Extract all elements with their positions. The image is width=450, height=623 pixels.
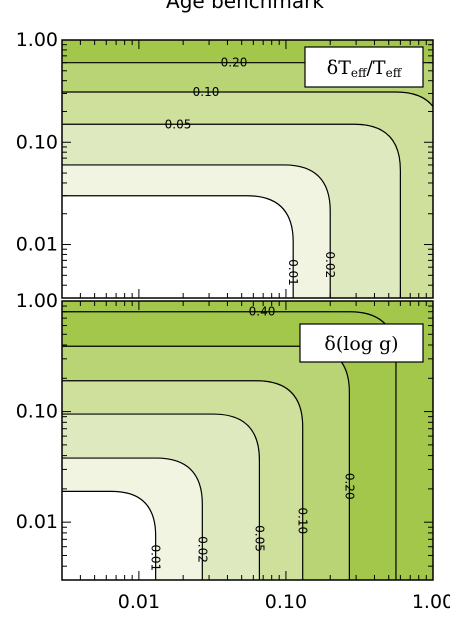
- contour-label-0.20: 0.20: [221, 56, 248, 70]
- contour-line-0.10: [62, 91, 433, 108]
- contour-line-0.02: [62, 457, 203, 580]
- contour-band-0.01: [62, 195, 294, 298]
- contour-line-0.10: [62, 380, 304, 580]
- panel-teff: 0.01 0.02 0.05 0.10 0.20 0.01 0.10 1.00 δTeff/Te…: [16, 29, 434, 299]
- figure-title: Age benchmark: [166, 0, 324, 13]
- x-tick-label: 0.10: [265, 591, 307, 613]
- panel-label-box: [299, 323, 424, 363]
- panel-label-box: [304, 46, 424, 88]
- contour-label-0.40: 0.40: [249, 305, 276, 319]
- contour-label-0.10: 0.10: [296, 507, 310, 534]
- contour-label-0.05: 0.05: [252, 525, 266, 552]
- contour-label-0.02: 0.02: [195, 536, 209, 563]
- panel-label: δ(log g): [324, 333, 398, 355]
- panel-logg: 0.01 0.02 0.05 0.10 0.20 0.40 0.01 0.10 1.00 0.01…: [16, 290, 450, 613]
- y-tick-label: 0.01: [16, 234, 58, 256]
- panel-frame: [61, 39, 434, 299]
- y-tick-label: 0.10: [16, 131, 58, 153]
- contour-label-0.02: 0.02: [323, 251, 337, 278]
- x-tick-label: 0.01: [118, 591, 160, 613]
- y-tick-label: 0.01: [16, 511, 58, 533]
- contour-line-0.01: [62, 195, 294, 298]
- y-tick-label: 1.00: [16, 29, 58, 51]
- contour-line-0.05: [62, 413, 261, 580]
- contour-label-0.05: 0.05: [165, 117, 192, 131]
- contour-label-0.20: 0.20: [342, 473, 356, 500]
- contour-line-0.02: [62, 164, 331, 298]
- panel-frame: [61, 300, 434, 581]
- y-tick-label: 1.00: [16, 290, 58, 312]
- x-tick-label: 1.00: [412, 591, 450, 613]
- contour-label-0.01: 0.01: [286, 259, 300, 286]
- contour-line-0.01: [62, 490, 157, 580]
- contour-label-0.10: 0.10: [193, 85, 220, 99]
- contour-line-0.05: [62, 123, 401, 298]
- contour-label-0.01: 0.01: [149, 544, 163, 571]
- contour-band-0.01: [62, 491, 156, 580]
- y-tick-label: 0.10: [16, 401, 58, 423]
- panel-label: δTeff/Teff: [327, 57, 403, 80]
